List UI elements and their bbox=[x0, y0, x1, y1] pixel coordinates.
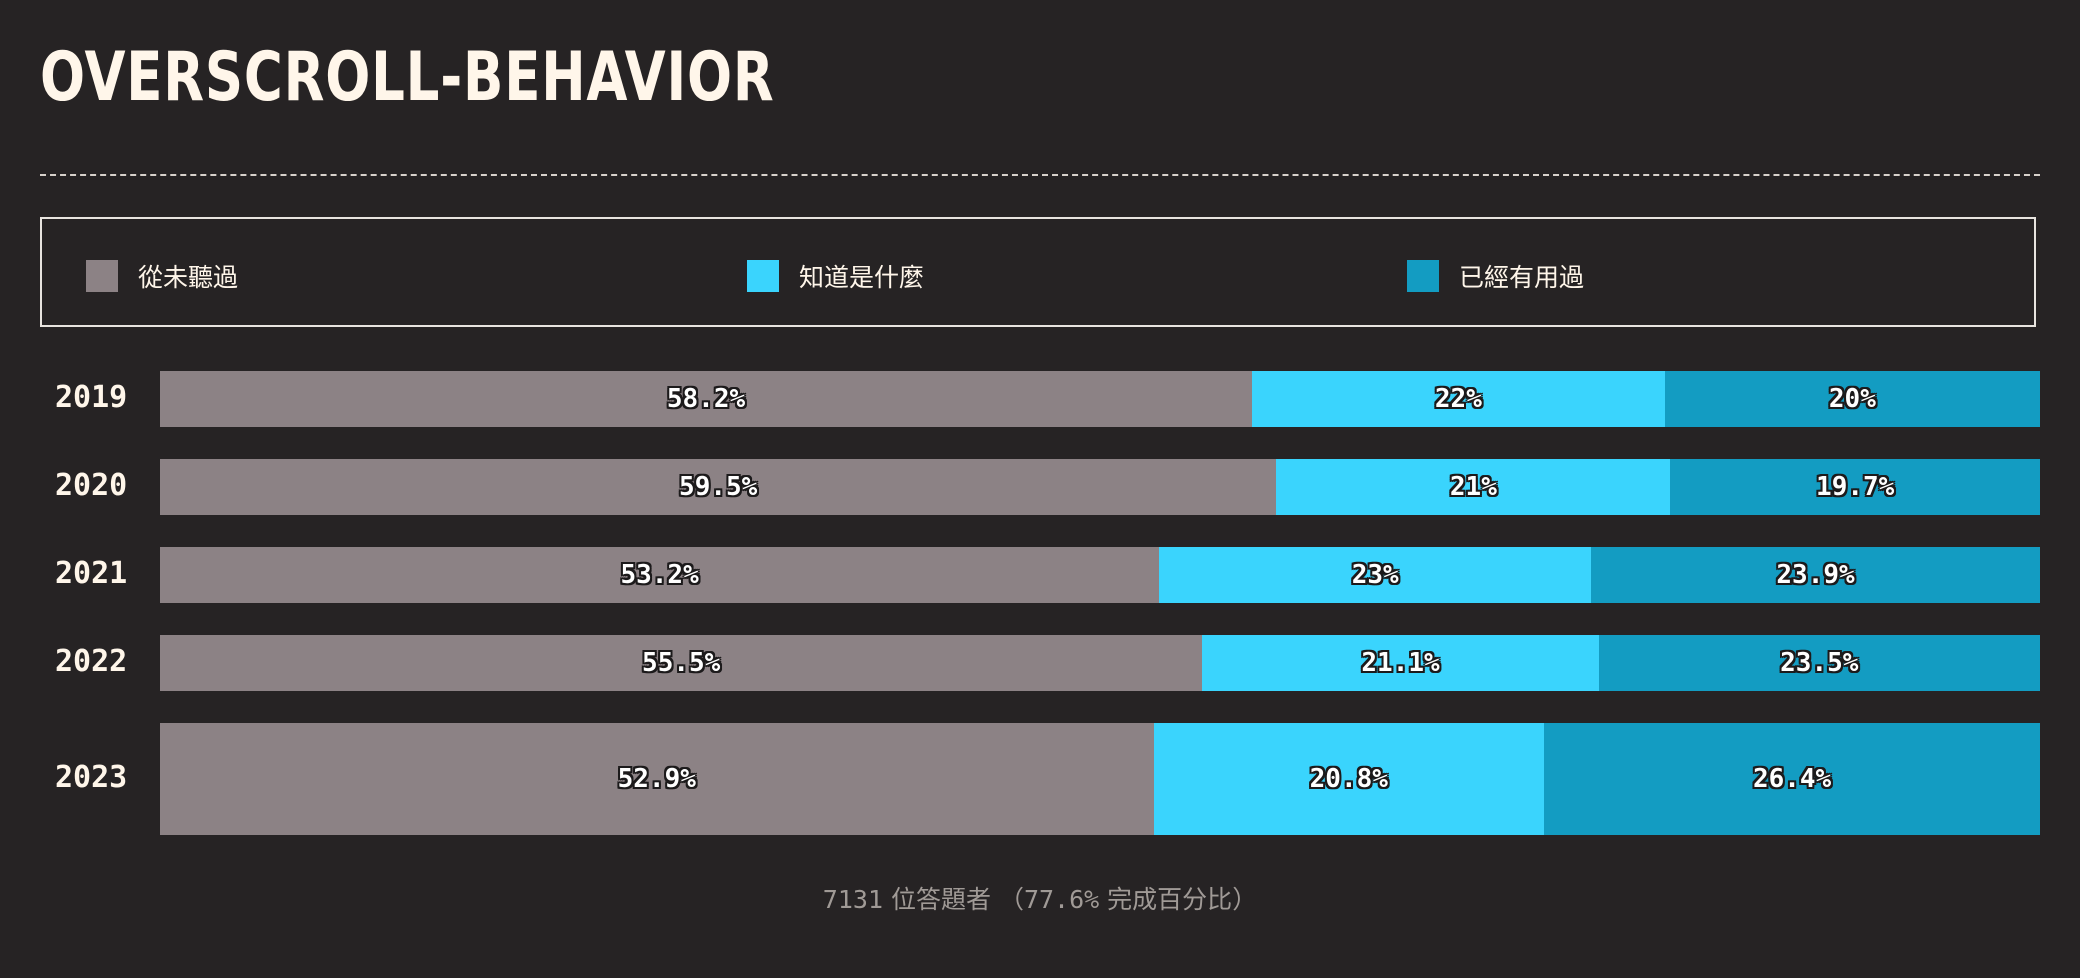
bar-label-2023-used-it: 26.4% bbox=[1752, 764, 1832, 794]
title-divider bbox=[40, 174, 2040, 176]
bar-2019-know-what-it-is[interactable]: 22% bbox=[1252, 371, 1665, 427]
bar-2021-know-what-it-is[interactable]: 23% bbox=[1159, 547, 1592, 603]
year-label-2019: 2019 bbox=[55, 380, 128, 415]
legend-label-know-what-it-is: 知道是什麼 bbox=[799, 263, 925, 292]
bar-label-2023-never-heard: 52.9% bbox=[617, 764, 696, 794]
respondents-text: 位答題者 bbox=[890, 885, 991, 914]
bar-2019-used-it[interactable]: 20% bbox=[1664, 371, 2040, 427]
completion-text: 完成百分比 bbox=[1107, 885, 1233, 914]
legend-swatch-used-it bbox=[1407, 260, 1439, 292]
bar-2023-know-what-it-is[interactable]: 20.8% bbox=[1153, 723, 1545, 835]
year-label-2021: 2021 bbox=[55, 556, 128, 591]
year-label-2022: 2022 bbox=[55, 644, 128, 679]
legend-label-never-heard: 從未聽過 bbox=[138, 263, 239, 292]
bar-label-2019-never-heard: 58.2% bbox=[666, 384, 746, 414]
bar-2020-used-it[interactable]: 19.7% bbox=[1670, 459, 2040, 515]
bar-label-2021-know-what-it-is: 23% bbox=[1351, 560, 1399, 590]
bar-label-2022-used-it: 23.5% bbox=[1780, 648, 1859, 678]
bar-2021-never-heard[interactable]: 53.2% bbox=[160, 547, 1160, 603]
year-label-2023: 2023 bbox=[55, 760, 128, 795]
legend-swatch-know-what-it-is bbox=[747, 260, 779, 292]
legend-item-know-what-it-is[interactable]: 知道是什麼 bbox=[747, 260, 924, 292]
chart-title: OVERSCROLL-BEHAVIOR bbox=[40, 38, 775, 117]
bar-label-2020-used-it: 19.7% bbox=[1816, 472, 1895, 502]
completion-percent: 77.6% bbox=[1023, 885, 1100, 914]
bar-2022-know-what-it-is[interactable]: 21.1% bbox=[1202, 635, 1599, 691]
respondent-count: 7131 bbox=[822, 885, 884, 914]
legend-swatch-never-heard bbox=[86, 260, 118, 292]
bar-label-2023-know-what-it-is: 20.8% bbox=[1309, 764, 1388, 794]
bar-2021-used-it[interactable]: 23.9% bbox=[1591, 547, 2040, 603]
bar-label-2021-used-it: 23.9% bbox=[1776, 560, 1855, 590]
bar-2022-used-it[interactable]: 23.5% bbox=[1598, 635, 2040, 691]
respondents-footnote: 7131 位答題者 （77.6% 完成百分比） bbox=[0, 880, 2080, 916]
bar-2019-never-heard[interactable]: 58.2% bbox=[160, 371, 1252, 427]
bar-label-2019-know-what-it-is: 22% bbox=[1434, 384, 1482, 414]
bar-label-2019-used-it: 20% bbox=[1828, 384, 1876, 414]
bar-label-2022-never-heard: 55.5% bbox=[642, 648, 721, 678]
bar-2020-never-heard[interactable]: 59.5% bbox=[160, 459, 1277, 515]
bar-2023-used-it[interactable]: 26.4% bbox=[1544, 723, 2040, 835]
footnote-open-paren: （ bbox=[998, 885, 1024, 914]
bar-label-2020-know-what-it-is: 21% bbox=[1449, 472, 1497, 502]
legend: 從未聽過 知道是什麼 已經有用過 bbox=[40, 217, 2036, 327]
bar-2023-never-heard[interactable]: 52.9% bbox=[160, 723, 1154, 835]
bar-2022-never-heard[interactable]: 55.5% bbox=[160, 635, 1203, 691]
year-label-2020: 2020 bbox=[55, 468, 128, 503]
bar-label-2021-never-heard: 53.2% bbox=[620, 560, 699, 590]
bar-2020-know-what-it-is[interactable]: 21% bbox=[1276, 459, 1671, 515]
legend-item-used-it[interactable]: 已經有用過 bbox=[1407, 260, 1584, 292]
legend-item-never-heard[interactable]: 從未聽過 bbox=[86, 260, 238, 292]
bar-label-2020-never-heard: 59.5% bbox=[679, 472, 758, 502]
legend-label-used-it: 已經有用過 bbox=[1459, 263, 1585, 292]
bar-label-2022-know-what-it-is: 21.1% bbox=[1361, 648, 1440, 678]
footnote-close-paren: ） bbox=[1232, 885, 1258, 914]
